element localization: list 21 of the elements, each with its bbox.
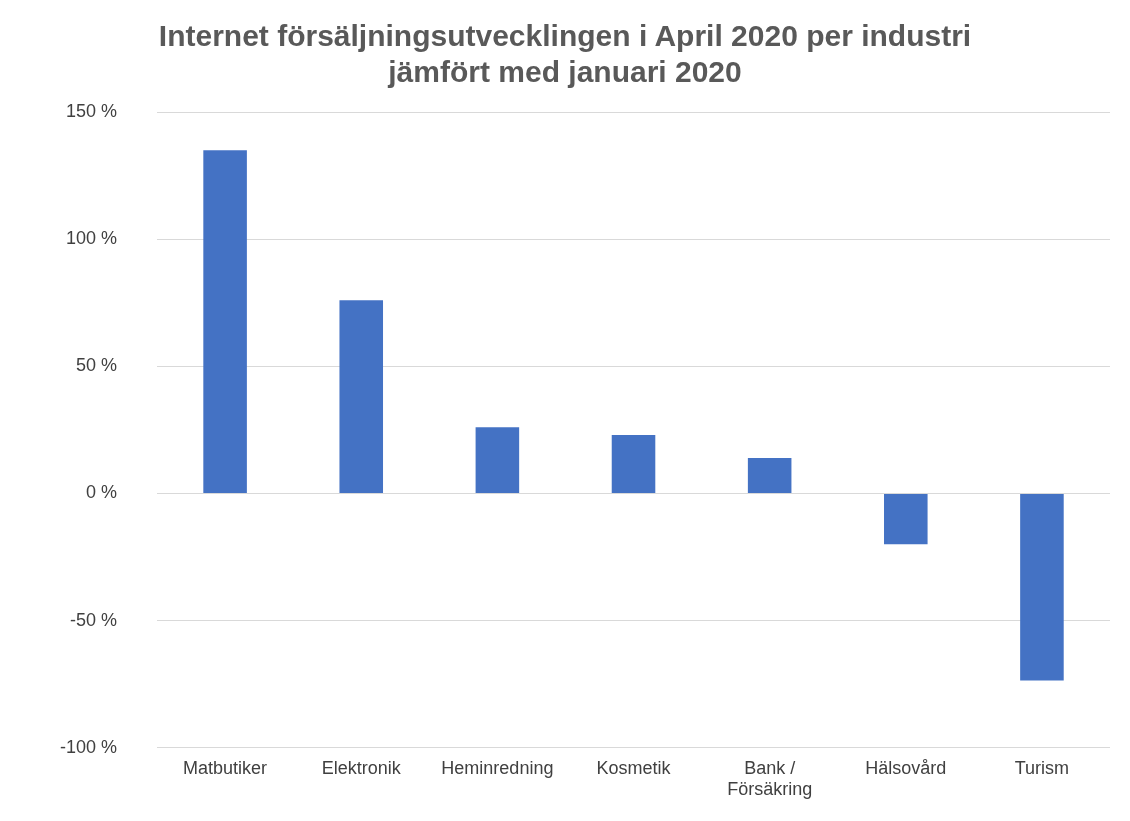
x-tick-label: Matbutiker [183,757,268,778]
x-tick-label: Hälsovård [865,757,947,778]
chart-title: Internet försäljningsutvecklingen i April 2020 per industri jämfört med januari 2020 [158,19,972,89]
y-tick-label: -50 % [70,609,118,630]
y-tick-label: -100 % [59,736,118,757]
bar [747,457,792,493]
x-tick-label: Bank / Försäkring [727,757,813,800]
x-tick-label: Elektronik [321,757,402,778]
bar [203,150,247,493]
y-tick-label: 50 % [76,355,118,376]
bar [611,434,656,493]
x-tick-label: Kosmetik [596,757,672,778]
x-tick-label: Heminredning [441,757,554,778]
bar [475,427,520,493]
x-tick-label: Turism [1014,757,1070,778]
y-tick-label: 100 % [65,228,118,249]
y-tick-label: 150 % [65,100,118,121]
bar [1020,493,1064,681]
bar [339,300,384,493]
bar [884,493,928,545]
y-tick-label: 0 % [86,482,118,503]
